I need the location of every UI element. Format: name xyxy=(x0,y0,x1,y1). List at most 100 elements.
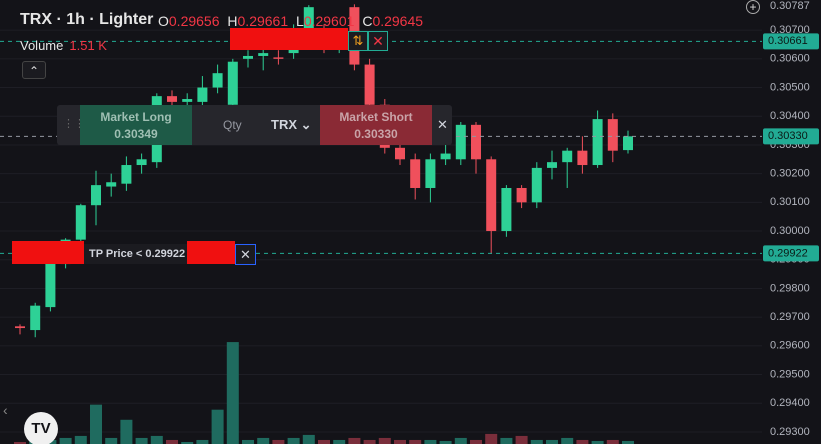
y-tick-label: 0.30400 xyxy=(770,110,810,122)
long-price: 0.30349 xyxy=(114,127,158,141)
volume-bar xyxy=(150,435,163,444)
candle-body xyxy=(562,150,573,163)
y-tick-label: 0.29600 xyxy=(770,340,810,352)
volume-bar xyxy=(211,409,224,444)
volume-bar xyxy=(530,439,543,444)
high-marker-label: 0.30787 xyxy=(770,0,810,12)
candle-body xyxy=(197,87,208,102)
volume-bar xyxy=(576,439,589,444)
price-tag-label: 0.29922 xyxy=(768,247,808,259)
volume-bar xyxy=(546,439,558,444)
y-tick-label: 0.30700 xyxy=(770,24,810,36)
logo[interactable]: TV xyxy=(24,412,58,444)
long-label: Market Long xyxy=(100,110,172,124)
candle-body xyxy=(212,73,223,88)
candle-body xyxy=(106,182,117,187)
candle-body xyxy=(258,53,269,56)
candle-body xyxy=(501,187,512,232)
volume-bar xyxy=(363,439,376,444)
candle-body xyxy=(121,165,132,184)
drag-handle[interactable]: ⋮⋮ xyxy=(63,118,85,130)
volume-bar xyxy=(196,439,209,444)
ohlc-value: 0.29656 xyxy=(168,13,220,29)
candle-body xyxy=(623,136,633,151)
ohlc-value: 0.29601 xyxy=(303,13,355,29)
cancel-tp-button[interactable]: ✕ xyxy=(235,244,256,265)
volume-bar xyxy=(272,439,285,444)
volume-bar xyxy=(409,439,422,444)
candle-body xyxy=(440,153,451,160)
short-label: Market Short xyxy=(339,110,413,124)
short-price: 0.30330 xyxy=(354,127,398,141)
volume-bar xyxy=(318,439,330,444)
candle-body xyxy=(547,162,557,168)
symbol-title: TRX · 1h · Lighter xyxy=(20,11,154,28)
volume-bar xyxy=(470,439,482,444)
collapse-button[interactable]: ⌃ xyxy=(22,61,46,79)
volume-bar xyxy=(105,437,118,444)
candle-body xyxy=(364,64,375,105)
ohlc-key: C xyxy=(362,13,373,29)
volume-label: Volume xyxy=(20,38,64,53)
candle-body xyxy=(516,187,527,203)
close-panel[interactable]: ✕ xyxy=(437,117,448,132)
volume-bar xyxy=(561,437,574,444)
candle-body xyxy=(531,167,542,203)
market-long-button[interactable]: Market Long 0.30349 xyxy=(80,105,192,145)
volume-bar xyxy=(485,433,498,444)
candle-body xyxy=(45,262,56,308)
candle-body xyxy=(425,159,436,188)
scroll-left[interactable]: ‹ xyxy=(3,402,8,418)
candle-body xyxy=(455,124,466,160)
y-tick-label: 0.29700 xyxy=(770,311,810,323)
y-tick-label: 0.29300 xyxy=(770,426,810,438)
qty-label: Qty xyxy=(223,118,242,132)
y-tick-label: 0.29800 xyxy=(770,282,810,294)
ohlc-key: L xyxy=(296,13,304,29)
price-tag xyxy=(763,128,819,145)
candle-body xyxy=(182,99,193,102)
volume-bar xyxy=(394,439,406,444)
volume-bar xyxy=(14,441,26,444)
volume-bar xyxy=(59,437,72,444)
volume-bar xyxy=(135,437,148,444)
volume-bar xyxy=(348,437,361,444)
qty-unit[interactable]: TRX ⌄ xyxy=(271,117,312,132)
candle-body xyxy=(30,305,41,331)
qty-unit-text: TRX xyxy=(271,117,297,132)
volume-bar xyxy=(181,441,194,444)
market-short-button[interactable]: Market Short 0.30330 xyxy=(320,105,432,145)
volume-bar xyxy=(622,440,634,444)
add-button[interactable]: + xyxy=(746,0,760,14)
volume-bar xyxy=(500,437,513,444)
volume-bar xyxy=(515,435,528,444)
volume-bar xyxy=(257,437,270,444)
candle-body xyxy=(303,7,314,31)
candle-body xyxy=(136,159,147,166)
ohlc-key: O xyxy=(158,13,169,29)
volume-bar xyxy=(424,439,437,444)
candle-body xyxy=(486,159,497,232)
candle-body xyxy=(227,61,238,105)
volume-bar xyxy=(226,342,239,444)
volume-bar xyxy=(302,434,315,444)
candle-body xyxy=(607,119,618,151)
close-button[interactable]: ✕ xyxy=(368,31,388,51)
candle-body xyxy=(577,150,588,166)
candle-body xyxy=(471,124,481,160)
price-tag-label: 0.30661 xyxy=(768,35,808,47)
y-tick-label: 0.29400 xyxy=(770,397,810,409)
redaction xyxy=(12,241,84,264)
volume-bar xyxy=(454,437,467,444)
y-tick-label: 0.30000 xyxy=(770,225,810,237)
y-tick-label: 0.30100 xyxy=(770,196,810,208)
reverse-button[interactable]: ⇅ xyxy=(348,31,368,51)
volume-bar xyxy=(378,437,391,444)
volume-bar xyxy=(606,439,619,444)
volume-bar xyxy=(120,419,133,444)
candle-body xyxy=(395,147,405,160)
ohlc-value: 0.29661 xyxy=(237,13,289,29)
ohlc-value: 0.29645 xyxy=(372,13,424,29)
